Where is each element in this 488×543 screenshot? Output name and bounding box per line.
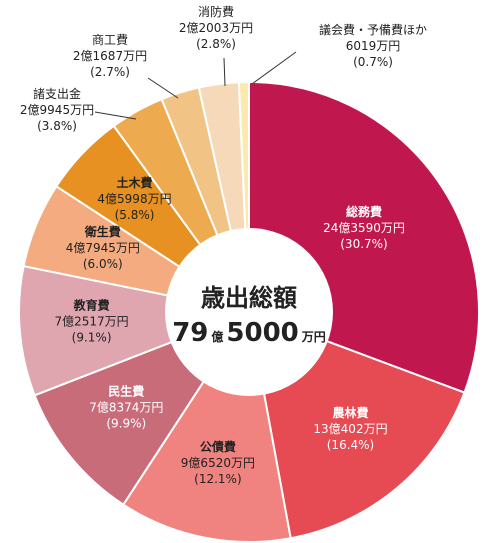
total-oku-unit: 億: [211, 329, 223, 344]
slice-amount-5: 4億7945万円: [66, 241, 140, 255]
slice-percent-8: (2.7%): [90, 65, 130, 79]
slice-name-4: 教育費: [73, 297, 110, 312]
slice-label-5: 衛生費 4億7945万円 (6.0%): [66, 224, 140, 271]
slice-amount-10: 6019万円: [346, 39, 401, 53]
leader-line-8: [147, 77, 179, 99]
pie-slice-4: [18, 264, 253, 397]
slice-label-10: 議会費・予備費ほか 6019万円 (0.7%): [319, 22, 427, 69]
slice-label-6: 土木費 4億5998万円 (5.8%): [97, 175, 171, 222]
leader-lines: [94, 51, 297, 120]
slice-label-0: 総務費 24億3590万円 (30.7%): [323, 204, 405, 251]
slice-amount-8: 2億1687万円: [73, 49, 147, 63]
slice-amount-4: 7億2517万円: [55, 314, 129, 328]
slice-name-9: 消防費: [198, 4, 234, 19]
center-total: 79 億 5000 万円: [172, 318, 326, 348]
slice-name-2: 公債費: [200, 439, 236, 454]
slice-percent-9: (2.8%): [196, 37, 236, 51]
slice-percent-0: (30.7%): [340, 237, 387, 251]
total-man-unit: 万円: [301, 330, 326, 344]
slice-name-0: 総務費: [346, 204, 382, 219]
leader-line-10: [251, 51, 297, 85]
total-oku-value: 79: [172, 318, 208, 348]
slice-amount-6: 4億5998万円: [97, 192, 171, 206]
slice-percent-5: (6.0%): [83, 257, 123, 271]
slice-amount-2: 9億6520万円: [181, 456, 255, 470]
slice-name-10: 議会費・予備費ほか: [319, 22, 427, 37]
slice-label-1: 農林費 13億402万円 (16.4%): [313, 405, 387, 452]
slice-percent-1: (16.4%): [327, 438, 374, 452]
slice-percent-6: (5.8%): [115, 208, 155, 222]
slice-name-1: 農林費: [332, 405, 368, 420]
slice-label-3: 民生費 7億8374万円 (9.9%): [89, 384, 163, 431]
total-man-value: 5000: [226, 318, 298, 348]
center-title: 歳出総額: [201, 284, 297, 312]
slice-label-7: 諸支出金 2億9945万円 (3.8%): [20, 86, 94, 133]
slice-amount-7: 2億9945万円: [20, 103, 94, 117]
slice-percent-2: (12.1%): [194, 472, 241, 486]
slice-name-6: 土木費: [116, 175, 152, 190]
slice-name-7: 諸支出金: [33, 86, 81, 101]
slice-label-9: 消防費 2億2003万円 (2.8%): [179, 4, 253, 51]
slice-name-8: 商工費: [92, 32, 128, 47]
slice-name-3: 民生費: [108, 384, 144, 399]
center-hole: [165, 228, 333, 396]
slice-amount-1: 13億402万円: [313, 422, 387, 436]
leader-line-7: [94, 111, 137, 120]
slice-label-2: 公債費 9億6520万円 (12.1%): [181, 439, 255, 486]
slice-label-8: 商工費 2億1687万円 (2.7%): [73, 32, 147, 79]
slice-percent-10: (0.7%): [353, 55, 393, 69]
slice-name-5: 衛生費: [84, 224, 121, 239]
leader-line-9: [223, 57, 226, 87]
slice-percent-7: (3.8%): [37, 119, 77, 133]
slice-amount-0: 24億3590万円: [323, 221, 405, 235]
slice-amount-3: 7億8374万円: [89, 401, 163, 415]
slice-labels: 総務費 24億3590万円 (30.7%) 農林費 13億402万円 (16.4%) 公債費…: [20, 4, 427, 486]
slice-percent-4: (9.1%): [72, 330, 112, 344]
slice-label-4: 教育費 7億2517万円 (9.1%): [55, 297, 129, 344]
slice-percent-3: (9.9%): [106, 417, 146, 431]
slice-amount-9: 2億2003万円: [179, 21, 253, 35]
